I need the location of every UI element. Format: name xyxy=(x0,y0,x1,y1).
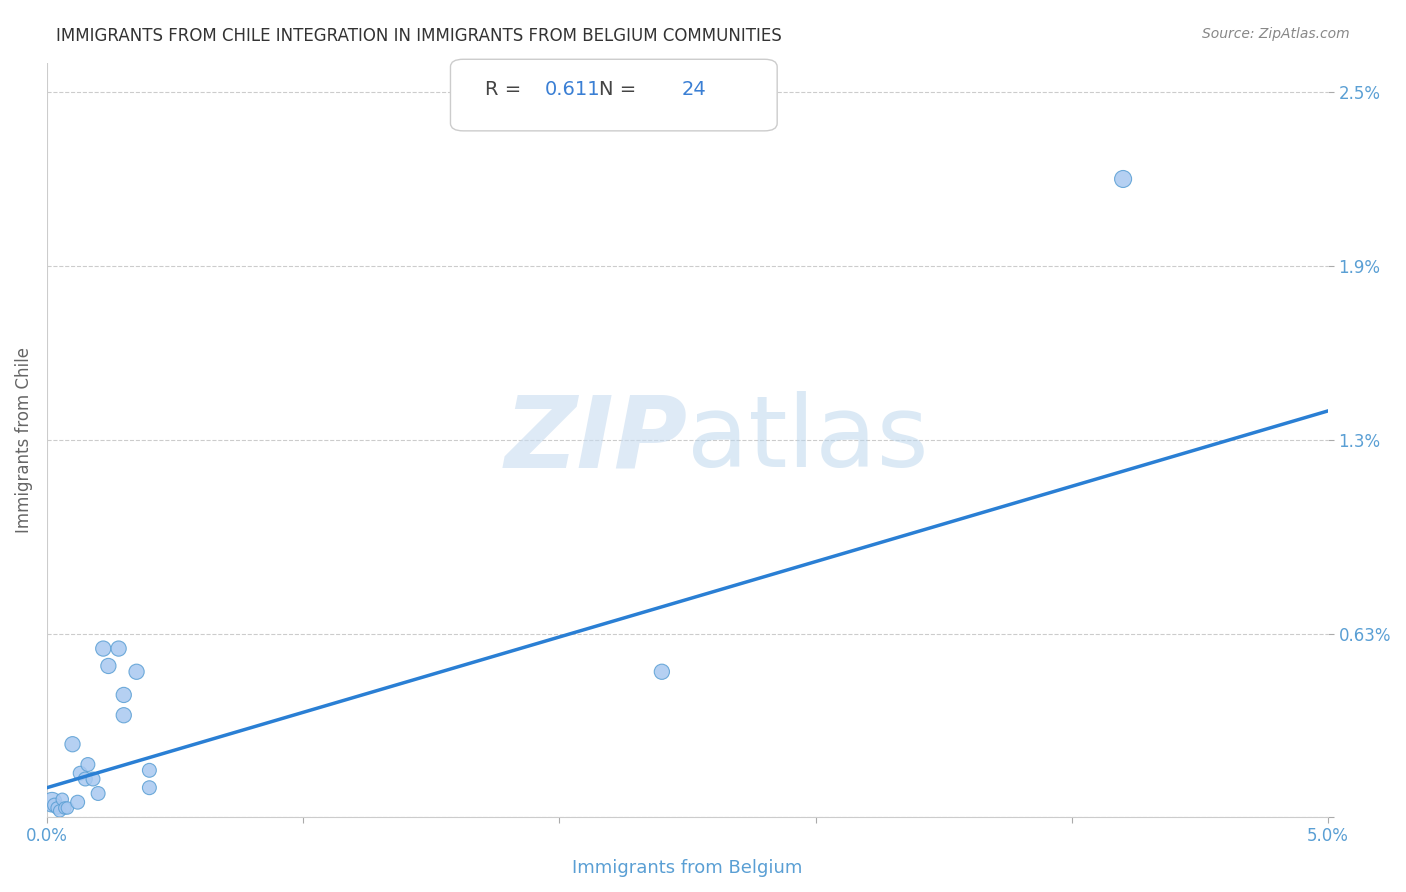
Text: R =: R = xyxy=(485,80,527,99)
Point xyxy=(62,737,84,751)
Point xyxy=(41,795,63,809)
Point xyxy=(44,798,66,813)
Y-axis label: Immigrants from Chile: Immigrants from Chile xyxy=(15,347,32,533)
Point xyxy=(75,772,97,786)
Text: 0.611: 0.611 xyxy=(544,80,600,99)
Text: Source: ZipAtlas.com: Source: ZipAtlas.com xyxy=(1202,27,1350,41)
Point xyxy=(97,659,120,673)
Point xyxy=(82,772,104,786)
Point xyxy=(107,641,129,656)
Text: 24: 24 xyxy=(682,80,706,99)
FancyBboxPatch shape xyxy=(450,59,778,131)
Point xyxy=(112,688,135,702)
Point xyxy=(91,641,114,656)
Point xyxy=(56,801,79,815)
Point xyxy=(112,708,135,723)
Point xyxy=(1112,172,1135,186)
Point xyxy=(46,801,69,815)
Point xyxy=(138,780,160,795)
X-axis label: Immigrants from Belgium: Immigrants from Belgium xyxy=(572,859,803,877)
Point xyxy=(651,665,673,679)
Point xyxy=(66,795,89,809)
Point xyxy=(53,801,76,815)
Point xyxy=(87,787,110,801)
Point xyxy=(48,804,70,818)
Point xyxy=(51,792,73,806)
Text: ZIP: ZIP xyxy=(505,392,688,488)
Point xyxy=(77,757,100,772)
Point xyxy=(138,764,160,778)
Text: IMMIGRANTS FROM CHILE INTEGRATION IN IMMIGRANTS FROM BELGIUM COMMUNITIES: IMMIGRANTS FROM CHILE INTEGRATION IN IMM… xyxy=(56,27,782,45)
Text: atlas: atlas xyxy=(688,392,929,488)
Point xyxy=(125,665,148,679)
Point xyxy=(69,766,91,780)
Text: N =: N = xyxy=(599,80,643,99)
